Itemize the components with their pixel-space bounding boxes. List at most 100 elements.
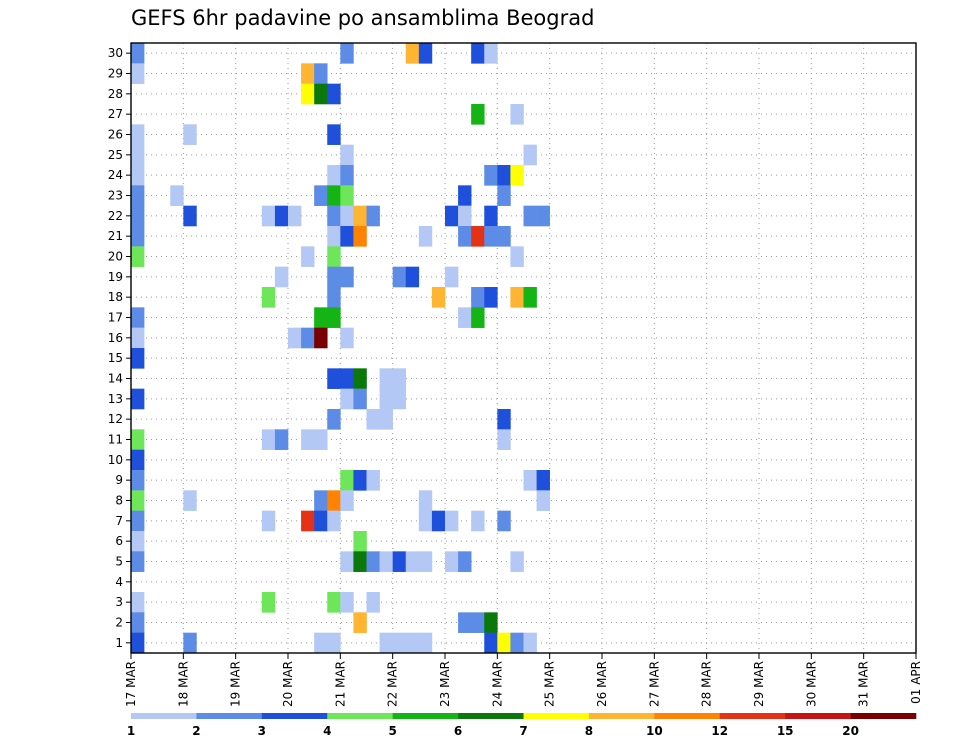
heatmap-cell (536, 205, 550, 227)
heatmap-cell (353, 226, 367, 247)
heatmap-cell (431, 287, 446, 308)
heatmap-cell (327, 632, 341, 654)
colorbar-label: 8 (585, 724, 593, 738)
heatmap-cell (418, 551, 433, 572)
colorbar-label: 4 (323, 724, 331, 738)
heatmap-cell (497, 409, 511, 430)
y-tick-label: 26 (108, 128, 123, 142)
colorbar-segment (523, 713, 590, 719)
x-tick-label: 19 MAR (229, 661, 243, 707)
heatmap-cell (484, 205, 498, 227)
heatmap-cell (445, 205, 459, 227)
y-tick-label: 2 (115, 616, 123, 630)
heatmap-cell (327, 83, 341, 105)
heatmap-cell (131, 43, 145, 64)
heatmap-cell (327, 287, 341, 308)
heatmap-cell (261, 205, 276, 227)
heatmap-cell (418, 43, 433, 64)
heatmap-cell (353, 205, 367, 227)
colorbar-segment (458, 713, 524, 719)
heatmap-cell (445, 551, 459, 572)
heatmap-cell (523, 632, 537, 654)
heatmap-cell (340, 327, 354, 349)
x-tick-label: 17 MAR (124, 661, 138, 707)
colorbar-segment (131, 713, 197, 719)
heatmap-cell (301, 83, 315, 105)
heatmap-cell (261, 287, 276, 308)
x-tick-label: 20 MAR (281, 661, 295, 707)
heatmap-cell (458, 205, 472, 227)
heatmap-cell (183, 632, 197, 654)
y-tick-label: 25 (108, 148, 123, 162)
heatmap-cell (301, 246, 315, 267)
y-axis: 1234567891011121314151617181920212223242… (108, 46, 131, 650)
y-tick-label: 24 (108, 168, 123, 182)
heatmap-cell (340, 551, 354, 572)
heatmap-cell (131, 165, 145, 186)
y-tick-label: 9 (115, 473, 123, 487)
heatmap-cell (405, 43, 420, 64)
colorbar-segment (261, 713, 328, 719)
heatmap-cell (405, 266, 420, 288)
heatmap-cell (523, 144, 537, 166)
heatmap-cell (340, 165, 354, 186)
heatmap-cell (353, 531, 367, 552)
heatmap-cell (301, 63, 315, 84)
heatmap-cell (131, 348, 145, 369)
colorbar-segment (327, 713, 393, 719)
y-tick-label: 5 (115, 555, 123, 569)
colorbar-label: 10 (646, 724, 663, 738)
colorbar-label: 5 (388, 724, 396, 738)
colorbar-segment (588, 713, 655, 719)
heatmap-cell (327, 368, 341, 389)
heatmap-cell (261, 592, 276, 613)
heatmap-cell (314, 510, 328, 532)
y-tick-label: 18 (108, 290, 123, 304)
heatmap-cell (353, 368, 367, 389)
heatmap-cell (458, 551, 472, 572)
y-tick-label: 11 (108, 433, 123, 447)
heatmap-cell (131, 246, 145, 267)
heatmap-cell (288, 205, 302, 227)
heatmap-cell (131, 205, 145, 227)
x-tick-label: 29 MAR (752, 661, 766, 707)
heatmap-cell (379, 551, 393, 572)
x-tick-label: 24 MAR (490, 661, 504, 707)
heatmap-cell (405, 632, 420, 654)
colorbar-label: 12 (711, 724, 728, 738)
heatmap-cell (131, 124, 145, 145)
x-tick-label: 23 MAR (438, 661, 452, 707)
heatmap-cell (274, 266, 289, 288)
heatmap-cell (366, 592, 380, 613)
heatmap-cell (314, 185, 328, 206)
heatmap-cell (314, 83, 328, 105)
heatmap-cell (314, 307, 328, 328)
heatmap-cell (471, 510, 485, 532)
heatmap-cell (484, 226, 498, 247)
y-tick-label: 6 (115, 534, 123, 548)
colorbar-label: 3 (258, 724, 266, 738)
heatmap-cell (392, 632, 407, 654)
heatmap-cell (340, 388, 354, 410)
heatmap-cell (497, 429, 511, 450)
heatmap-cell (131, 327, 145, 349)
heatmap-cell (131, 612, 145, 633)
heatmap-cell (288, 327, 302, 349)
heatmap-cell (379, 368, 393, 389)
heatmap-cell (392, 388, 407, 410)
heatmap-cell (418, 490, 433, 511)
heatmap-cell (353, 388, 367, 410)
heatmap-cell (471, 612, 485, 633)
y-tick-label: 29 (108, 67, 123, 81)
heatmap-cell (340, 470, 354, 491)
heatmap-cell (327, 592, 341, 613)
y-tick-label: 23 (108, 189, 123, 203)
heatmap-cell (327, 510, 341, 532)
heatmap-cell (510, 632, 524, 654)
y-tick-label: 20 (108, 250, 123, 264)
x-tick-label: 22 MAR (386, 661, 400, 707)
heatmap-cell (484, 612, 498, 633)
heatmap-cell (327, 409, 341, 430)
heatmap-cell (392, 368, 407, 389)
